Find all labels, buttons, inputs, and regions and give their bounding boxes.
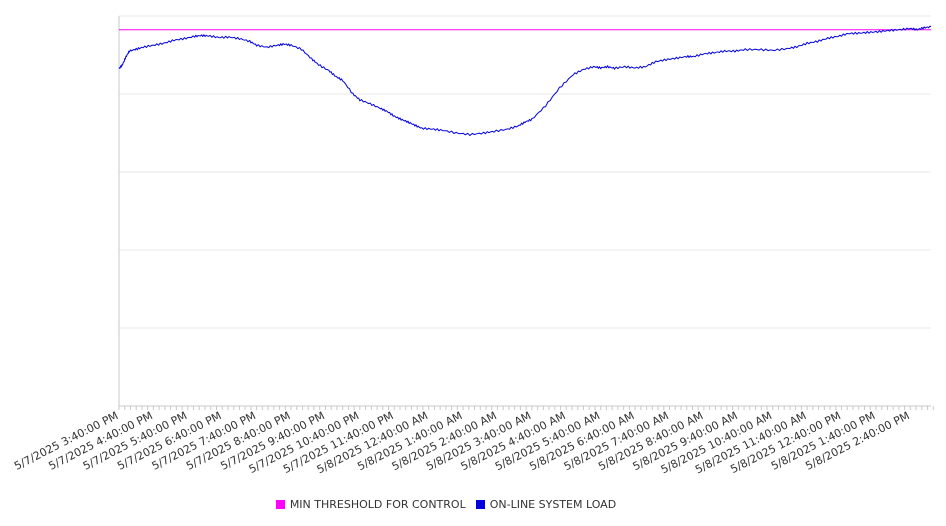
legend-item-system-load[interactable]: ON-LINE SYSTEM LOAD	[475, 498, 617, 511]
series-online-system-load	[118, 25, 932, 136]
legend-label-threshold: MIN THRESHOLD FOR CONTROL	[289, 498, 466, 511]
legend-item-threshold[interactable]: MIN THRESHOLD FOR CONTROL	[275, 498, 466, 511]
legend-swatch-system-load	[475, 500, 485, 509]
chart-legend: MIN THRESHOLD FOR CONTROL ON-LINE SYSTEM…	[0, 498, 892, 511]
legend-swatch-threshold	[275, 500, 285, 509]
legend-label-system-load: ON-LINE SYSTEM LOAD	[489, 498, 617, 511]
